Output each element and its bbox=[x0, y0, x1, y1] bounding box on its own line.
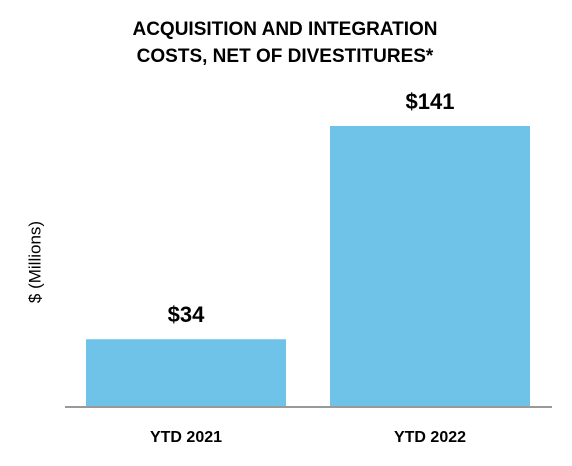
x-tick-label: YTD 2022 bbox=[394, 429, 466, 446]
value-label: $34 bbox=[168, 302, 205, 327]
bar bbox=[330, 126, 530, 407]
chart-title: ACQUISITION AND INTEGRATION bbox=[132, 19, 437, 40]
chart-title: COSTS, NET OF DIVESTITURES* bbox=[137, 46, 434, 67]
x-tick-label: YTD 2021 bbox=[150, 429, 222, 446]
bar bbox=[86, 339, 286, 407]
y-axis-label: $ (Millions) bbox=[25, 221, 44, 303]
value-label: $141 bbox=[406, 89, 455, 114]
